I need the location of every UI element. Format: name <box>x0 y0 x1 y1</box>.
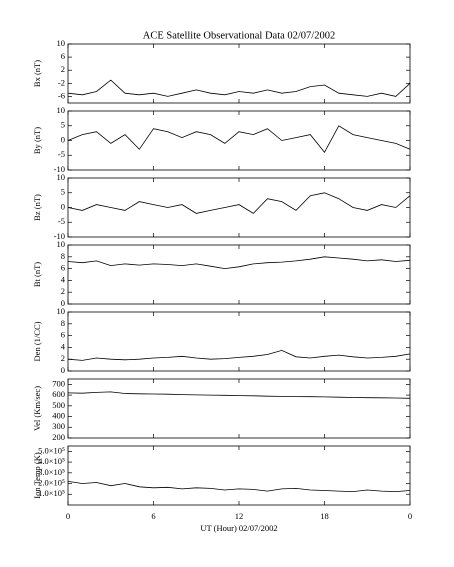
x-tick-label: 12 <box>235 511 244 521</box>
y-tick-label: 10 <box>57 38 66 48</box>
data-line <box>67 192 411 214</box>
data-line <box>67 481 411 493</box>
y-tick-label: 3.0×10⁵ <box>38 467 65 477</box>
y-axis-label: By (nT) <box>32 127 42 154</box>
x-axis-label: UT (Hour) 02/07/2002 <box>200 523 277 533</box>
x-tick-label: 0 <box>408 511 412 521</box>
data-line <box>67 256 411 270</box>
y-tick-label: -10 <box>54 164 65 174</box>
y-tick-label: -5 <box>58 149 65 159</box>
panel-frame <box>67 43 411 104</box>
data-line <box>67 79 411 97</box>
y-tick-label: 6 <box>61 330 65 340</box>
y-axis-label: Vel (Km/sec) <box>32 386 42 431</box>
chart-title: ACE Satellite Observational Data 02/07/2… <box>143 30 335 41</box>
y-tick-label: 5 <box>61 187 65 197</box>
y-tick-label: 10 <box>57 172 66 182</box>
y-tick-label: 6 <box>61 51 65 61</box>
data-line <box>67 391 411 399</box>
y-tick-label: 500 <box>52 400 65 410</box>
y-tick-label: 1.0×10⁵ <box>38 488 65 498</box>
y-tick-label: 0 <box>61 365 65 375</box>
panel-frame <box>67 244 411 305</box>
y-tick-label: 300 <box>52 421 65 431</box>
y-tick-label: 8 <box>61 318 65 328</box>
y-tick-label: -2 <box>58 77 65 87</box>
y-tick-label: 5.0×10⁵ <box>38 445 65 455</box>
y-tick-label: 400 <box>52 410 65 420</box>
y-axis-label: Bx (nT) <box>32 60 42 87</box>
y-tick-label: 6 <box>61 263 65 273</box>
data-line <box>67 349 411 361</box>
x-tick-label: 6 <box>151 511 155 521</box>
y-tick-label: 0 <box>61 298 65 308</box>
y-tick-label: 600 <box>52 389 65 399</box>
panel-frame <box>67 177 411 238</box>
y-tick-label: 700 <box>52 378 65 388</box>
y-tick-label: 2 <box>61 64 65 74</box>
y-tick-label: 0 <box>61 201 65 211</box>
panel-frame <box>67 378 411 439</box>
x-tick-label: 0 <box>66 511 70 521</box>
panel-frame <box>67 311 411 372</box>
y-tick-label: -5 <box>58 216 65 226</box>
y-tick-label: 5 <box>61 120 65 130</box>
data-line <box>67 125 411 154</box>
y-tick-label: -6 <box>58 90 65 100</box>
y-axis-label: Bz (nT) <box>32 194 42 221</box>
panel-frame <box>67 110 411 171</box>
y-tick-label: 0 <box>61 134 65 144</box>
y-tick-label: 2 <box>61 286 65 296</box>
y-tick-label: 2.0×10⁵ <box>38 477 65 487</box>
y-tick-label: 10 <box>57 105 66 115</box>
y-tick-label: 2 <box>61 353 65 363</box>
y-tick-label: 4 <box>61 274 66 284</box>
y-axis-label: Ion Temp (K) <box>32 452 42 499</box>
y-tick-label: 4 <box>61 341 66 351</box>
y-tick-label: 10 <box>57 306 66 316</box>
y-axis-label: Den (1/CC) <box>32 321 42 361</box>
y-axis-label: Bt (nT) <box>32 262 42 287</box>
x-tick-label: 18 <box>320 511 329 521</box>
y-tick-label: 200 <box>52 432 65 442</box>
y-tick-label: 10 <box>57 239 66 249</box>
y-tick-label: 4.0×10⁵ <box>38 456 65 466</box>
y-tick-label: -10 <box>54 231 65 241</box>
panel-frame <box>67 445 411 506</box>
y-tick-label: 8 <box>61 251 65 261</box>
